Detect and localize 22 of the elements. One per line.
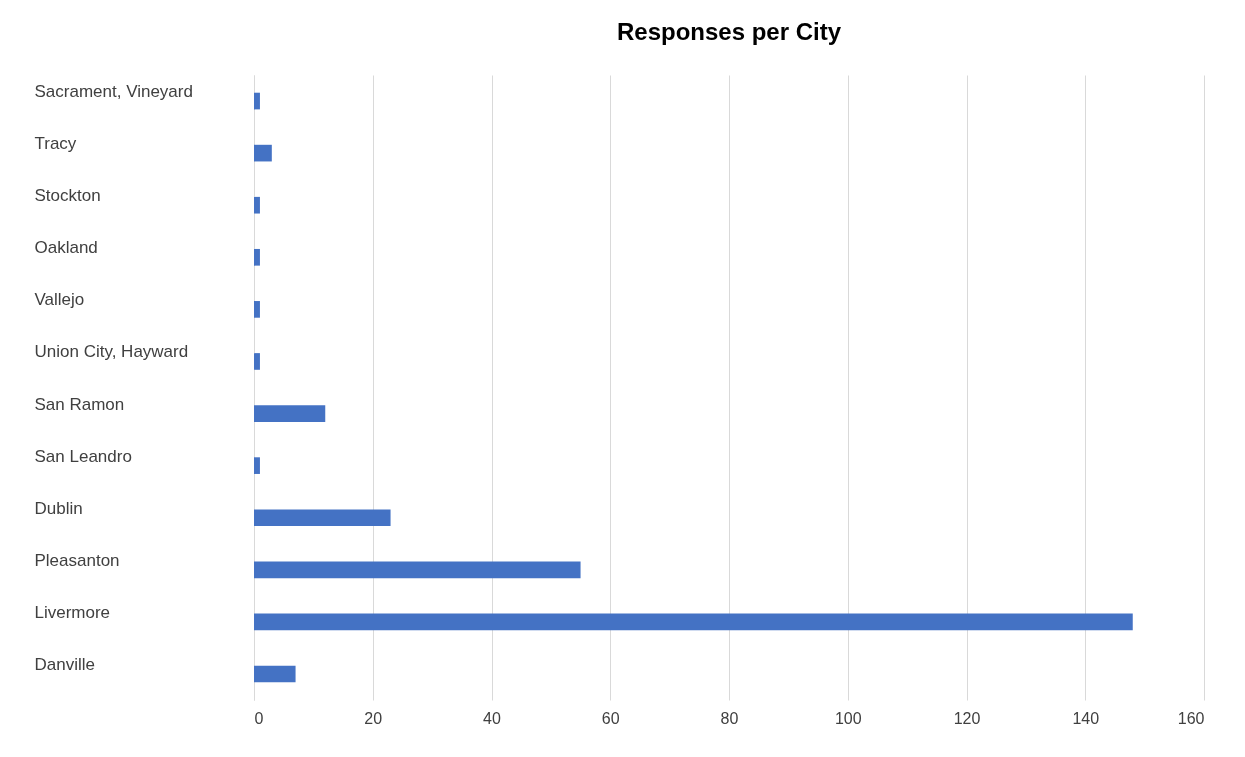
chart-title: Responses per City xyxy=(616,18,842,45)
x-tick-label: 0 xyxy=(254,709,264,727)
y-tick-label: Tracy xyxy=(34,134,77,154)
y-tick-label: Vallejo xyxy=(34,290,85,310)
y-tick-label: Dublin xyxy=(34,498,83,518)
x-tick-label: 120 xyxy=(953,709,981,727)
x-tick-label: 40 xyxy=(483,709,501,727)
y-tick-label: Stockton xyxy=(34,186,101,206)
y-tick-label: Pleasanton xyxy=(34,550,120,570)
x-tick-label: 100 xyxy=(834,709,862,727)
x-tick-label: 20 xyxy=(364,709,383,727)
x-tick-label: 140 xyxy=(1072,709,1100,727)
y-tick-label: Danville xyxy=(34,654,95,674)
y-tick-label: San Leandro xyxy=(34,446,132,466)
y-tick-label: Oakland xyxy=(34,238,98,258)
x-tick-label: 60 xyxy=(601,709,620,727)
y-tick-label: San Ramon xyxy=(34,394,125,414)
y-tick-label: Livermore xyxy=(34,602,111,622)
y-tick-label: Union City, Hayward xyxy=(34,342,189,362)
y-tick-label: Sacrament, Vineyard xyxy=(34,82,193,102)
x-tick-label: 160 xyxy=(1177,709,1205,727)
x-tick-label: 80 xyxy=(720,709,739,727)
